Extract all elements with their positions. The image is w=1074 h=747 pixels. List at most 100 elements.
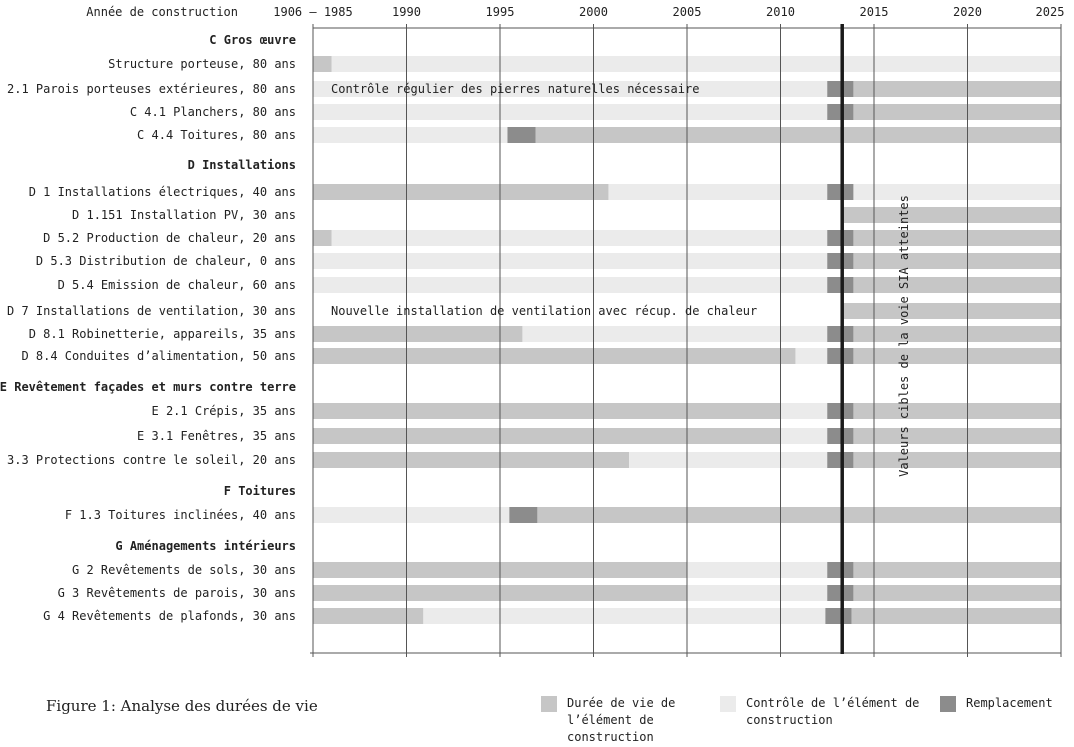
bar-segment-control — [331, 230, 828, 246]
row-label: G 2 Revêtements de sols, 30 ans — [72, 563, 296, 577]
row-label: D 1 Installations électriques, 40 ans — [29, 185, 296, 199]
x-axis-header: Année de construction — [86, 5, 238, 19]
row-label: C 4.4 Toitures, 80 ans — [137, 128, 296, 142]
bar-segment-lifetime — [313, 56, 332, 72]
row-label: Structure porteuse, 80 ans — [108, 57, 296, 71]
row-label: G 4 Revêtements de plafonds, 30 ans — [43, 609, 296, 623]
legend-label-control: Contrôle de l’élément de construction — [746, 696, 920, 727]
legend-label-replacement: Remplacement — [966, 696, 1053, 710]
lifespan-gantt-chart: Année de construction 1906 – 1985 1990 1995… — [0, 5, 1064, 657]
bar-segment-lifetime — [853, 562, 1061, 578]
row-label: E 3.1 Fenêtres, 35 ans — [137, 429, 296, 443]
row-annotation: Contrôle régulier des pierres naturelles… — [331, 82, 699, 96]
bar-segment-control — [313, 104, 828, 120]
bar-segment-control — [522, 326, 828, 342]
row-label: D 5.3 Distribution de chaleur, 0 ans — [36, 254, 296, 268]
row-label: D 5.4 Emission de chaleur, 60 ans — [58, 278, 296, 292]
bar-segment-control — [313, 127, 508, 143]
bar-segment-replacement — [825, 608, 852, 624]
row-label: E 2.1 Crépis, 35 ans — [152, 404, 297, 418]
legend-swatch-lifetime — [541, 696, 557, 712]
bar-segment-lifetime — [537, 507, 1061, 523]
bar-segment-replacement — [827, 326, 854, 342]
row-label: D 5.2 Production de chaleur, 20 ans — [43, 231, 296, 245]
reference-layer: Valeurs cibles de la voie SIA atteintes — [840, 24, 911, 654]
legend-label-lifetime: Durée de vie de l’élément de constructio… — [567, 696, 676, 744]
grid-layer — [310, 24, 1062, 657]
bar-segment-control — [687, 585, 828, 601]
row-label: E 3.3 Protections contre le soleil, 20 a… — [0, 453, 296, 467]
bar-segment-lifetime — [853, 585, 1061, 601]
bar-segment-lifetime — [853, 326, 1061, 342]
bar-segment-control — [313, 277, 828, 293]
bar-segment-lifetime — [853, 277, 1061, 293]
row-label: D 1.151 Installation PV, 30 ans — [72, 208, 296, 222]
bar-segment-replacement — [827, 230, 854, 246]
bar-segment-replacement — [827, 253, 854, 269]
bar-segment-control — [795, 348, 828, 364]
row-label: D 8.4 Conduites d’alimentation, 50 ans — [21, 349, 296, 363]
bar-segment-lifetime — [853, 81, 1061, 97]
bar-segment-lifetime — [853, 428, 1061, 444]
bar-segment-control — [313, 253, 828, 269]
bar-segment-control — [331, 56, 1061, 72]
bar-segment-lifetime — [853, 104, 1061, 120]
bar-segment-lifetime — [851, 608, 1061, 624]
bar-segment-replacement — [827, 184, 854, 200]
section-label: C Gros œuvre — [209, 33, 296, 47]
bar-segment-replacement — [827, 104, 854, 120]
legend-swatch-control — [720, 696, 736, 712]
section-label: D Installations — [188, 158, 296, 172]
section-label: F Toitures — [224, 484, 296, 498]
bar-segment-lifetime — [313, 230, 332, 246]
bar-segment-lifetime — [853, 348, 1061, 364]
bar-segment-control — [780, 428, 828, 444]
bar-segment-replacement — [827, 428, 854, 444]
bar-segment-replacement — [827, 81, 854, 97]
bar-segment-replacement — [827, 562, 854, 578]
bar-segment-control — [629, 452, 828, 468]
bar-segment-lifetime — [313, 428, 781, 444]
figure-caption: Figure 1: Analyse des durées de vie — [46, 697, 318, 715]
bar-segment-lifetime — [313, 348, 796, 364]
bar-segment-control — [780, 403, 828, 419]
bar-segment-replacement — [827, 348, 854, 364]
x-tick-label: 2020 — [953, 5, 982, 19]
x-tick-label: 2000 — [579, 5, 608, 19]
reference-line-label: Valeurs cibles de la voie SIA atteintes — [897, 195, 911, 477]
x-tick-label: 2005 — [673, 5, 702, 19]
bar-segment-control — [853, 184, 1061, 200]
x-tick-label: 2010 — [766, 5, 795, 19]
row-label: C 2.1 Parois porteuses extérieures, 80 a… — [0, 82, 296, 96]
bar-segment-lifetime — [313, 403, 781, 419]
bar-segment-replacement — [827, 452, 854, 468]
legend-swatch-replacement — [940, 696, 956, 712]
section-label: E Revêtement façades et murs contre terr… — [0, 380, 296, 394]
bar-segment-lifetime — [853, 253, 1061, 269]
bar-segment-control — [423, 608, 826, 624]
bar-segment-replacement — [509, 507, 538, 523]
row-label: D 7 Installations de ventilation, 30 ans — [7, 304, 296, 318]
bar-segment-replacement — [827, 585, 854, 601]
bar-segment-replacement — [827, 277, 854, 293]
bar-segment-control — [687, 562, 828, 578]
row-label: F 1.3 Toitures inclinées, 40 ans — [65, 508, 296, 522]
bar-segment-lifetime — [853, 230, 1061, 246]
x-tick-label: 2015 — [860, 5, 889, 19]
bar-segment-lifetime — [842, 207, 1061, 223]
bar-segment-lifetime — [853, 403, 1061, 419]
bar-segment-lifetime — [853, 452, 1061, 468]
x-tick-label: 1990 — [392, 5, 421, 19]
bar-segment-lifetime — [842, 303, 1061, 319]
row-label: C 4.1 Planchers, 80 ans — [130, 105, 296, 119]
bar-segment-lifetime — [313, 326, 523, 342]
bar-segment-lifetime — [313, 452, 630, 468]
row-annotation: Nouvelle installation de ventilation ave… — [331, 304, 757, 318]
x-tick-label: 1906 – 1985 — [273, 5, 352, 19]
x-tick-label: 2025 — [1036, 5, 1065, 19]
bar-segment-control — [608, 184, 828, 200]
bar-segment-lifetime — [535, 127, 1061, 143]
labels-layer: Année de construction 1906 – 1985 1990 1995… — [0, 5, 1064, 623]
bar-segment-replacement — [507, 127, 536, 143]
x-tick-label: 1995 — [486, 5, 515, 19]
